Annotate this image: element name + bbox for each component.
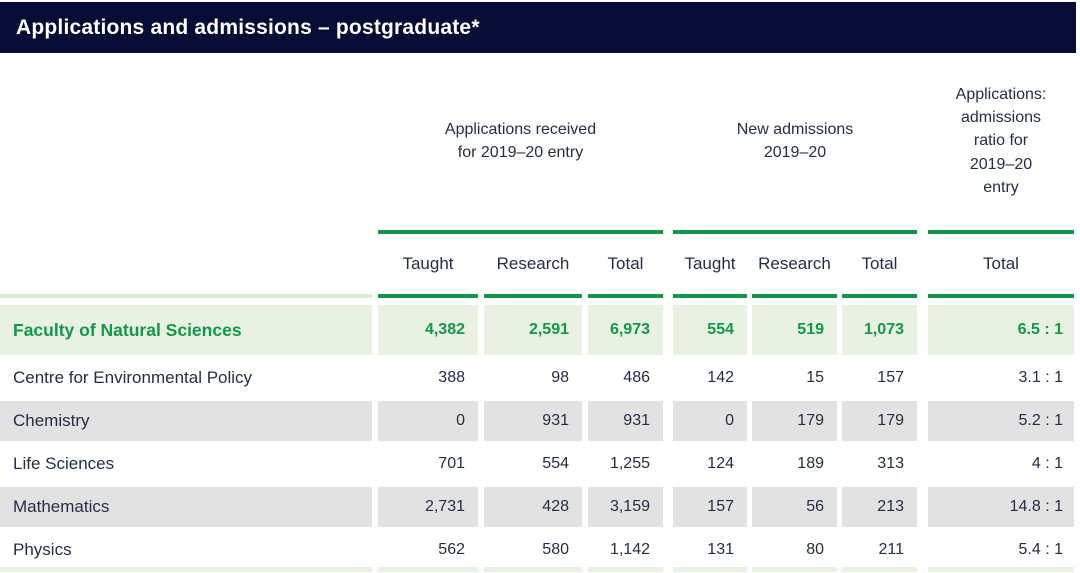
cell-value: 1,073: [842, 305, 917, 355]
page-title: Applications and admissions – postgradua…: [16, 15, 480, 39]
cell-value: 931: [588, 401, 663, 441]
cell-value: 5.2 : 1: [928, 401, 1074, 441]
rule-segment: [588, 294, 663, 298]
table-body: Faculty of Natural Sciences 4,382 2,591 …: [0, 305, 1074, 570]
column-group-header-row: Applications received for 2019–20 entry …: [0, 53, 1074, 229]
header-bottom-rule: [0, 294, 1074, 298]
cell-value: 4 : 1: [1031, 455, 1063, 472]
column-header-total-applications: Total: [607, 254, 644, 273]
table-row-faculty-total: Faculty of Natural Sciences 4,382 2,591 …: [0, 305, 1074, 355]
partial-cell: [378, 567, 478, 572]
cell-value: 554: [673, 305, 747, 355]
cell-value: 2,731: [378, 487, 478, 527]
rule-segment: [673, 294, 747, 298]
cell-value: 80: [806, 541, 824, 558]
partial-cell: [0, 567, 372, 572]
row-label: Physics: [13, 540, 72, 559]
cell-value: 428: [484, 487, 582, 527]
title-bar: Applications and admissions – postgradua…: [0, 2, 1076, 53]
cell-value: 580: [542, 541, 569, 558]
cell-value: 388: [438, 369, 465, 386]
row-label: Chemistry: [0, 401, 372, 441]
column-header-taught-applications: Taught: [402, 254, 454, 273]
cell-value: 14.8 : 1: [928, 487, 1074, 527]
row-label: Faculty of Natural Sciences: [0, 305, 372, 355]
cell-value: 6,973: [588, 305, 663, 355]
table-row: Centre for Environmental Policy 388 98 4…: [0, 358, 1074, 398]
cell-value: 4,382: [378, 305, 478, 355]
cell-value: 98: [551, 369, 569, 386]
partial-cell: [928, 567, 1074, 572]
partial-next-row: [0, 567, 1074, 572]
rule-segment: [928, 294, 1074, 298]
cell-value: 124: [707, 455, 734, 472]
header-top-rule: [0, 230, 1074, 234]
cell-value: 1,255: [609, 455, 650, 472]
cell-value: 142: [707, 369, 734, 386]
group-header-applications-admissions-ratio: Applications: admissions ratio for 2019–…: [955, 86, 1047, 196]
cell-value: 0: [673, 401, 747, 441]
rule-segment: [752, 294, 837, 298]
cell-value: 15: [806, 369, 824, 386]
cell-value: 701: [438, 455, 465, 472]
column-header-taught-admissions: Taught: [684, 254, 736, 273]
column-header-total-ratio: Total: [983, 254, 1019, 273]
table-row: Mathematics 2,731 428 3,159 157 56 213 1…: [0, 487, 1074, 527]
column-header-row: Taught Research Total Taught Research To…: [0, 234, 1074, 294]
cell-value: 486: [623, 369, 650, 386]
row-label: Centre for Environmental Policy: [13, 368, 253, 387]
table-row: Physics 562 580 1,142 131 80 211 5.4 : 1: [0, 530, 1074, 570]
cell-value: 131: [707, 541, 734, 558]
cell-value: 313: [877, 455, 904, 472]
cell-value: 931: [484, 401, 582, 441]
partial-cell: [484, 567, 582, 572]
cell-value: 519: [752, 305, 837, 355]
column-header-research-applications: Research: [496, 254, 570, 273]
rule-segment: [378, 230, 663, 234]
partial-cell: [842, 567, 917, 572]
column-header-research-admissions: Research: [758, 254, 831, 273]
cell-value: 2,591: [484, 305, 582, 355]
rule-segment: [484, 294, 582, 298]
cell-value: 0: [378, 401, 478, 441]
applications-admissions-table: Applications received for 2019–20 entry …: [0, 53, 1074, 573]
cell-value: 56: [752, 487, 837, 527]
cell-value: 562: [438, 541, 465, 558]
rule-segment-pale: [0, 294, 372, 298]
cell-value: 3,159: [588, 487, 663, 527]
column-header-total-admissions: Total: [861, 254, 898, 273]
group-header-applications-received: Applications received for 2019–20 entry: [444, 120, 597, 161]
rule-segment: [378, 294, 478, 298]
partial-cell: [673, 567, 747, 572]
rule-segment: [928, 230, 1074, 234]
cell-value: 5.4 : 1: [1018, 541, 1063, 558]
partial-cell: [588, 567, 663, 572]
cell-value: 1,142: [609, 541, 650, 558]
table-row: Chemistry 0 931 931 0 179 179 5.2 : 1: [0, 401, 1074, 441]
rule-segment: [842, 294, 917, 298]
cell-value: 211: [878, 541, 904, 558]
cell-value: 179: [842, 401, 917, 441]
group-header-new-admissions: New admissions 2019–20: [736, 120, 854, 161]
partial-cell: [752, 567, 837, 572]
cell-value: 189: [797, 455, 824, 472]
cell-value: 3.1 : 1: [1018, 369, 1063, 386]
row-label: Mathematics: [0, 487, 372, 527]
cell-value: 179: [752, 401, 837, 441]
row-label: Life Sciences: [13, 454, 115, 473]
cell-value: 213: [842, 487, 917, 527]
cell-value: 6.5 : 1: [928, 305, 1074, 355]
rule-segment: [673, 230, 917, 234]
cell-value: 157: [877, 369, 904, 386]
cell-value: 157: [673, 487, 747, 527]
table-row: Life Sciences 701 554 1,255 124 189 313 …: [0, 444, 1074, 484]
cell-value: 554: [542, 455, 569, 472]
